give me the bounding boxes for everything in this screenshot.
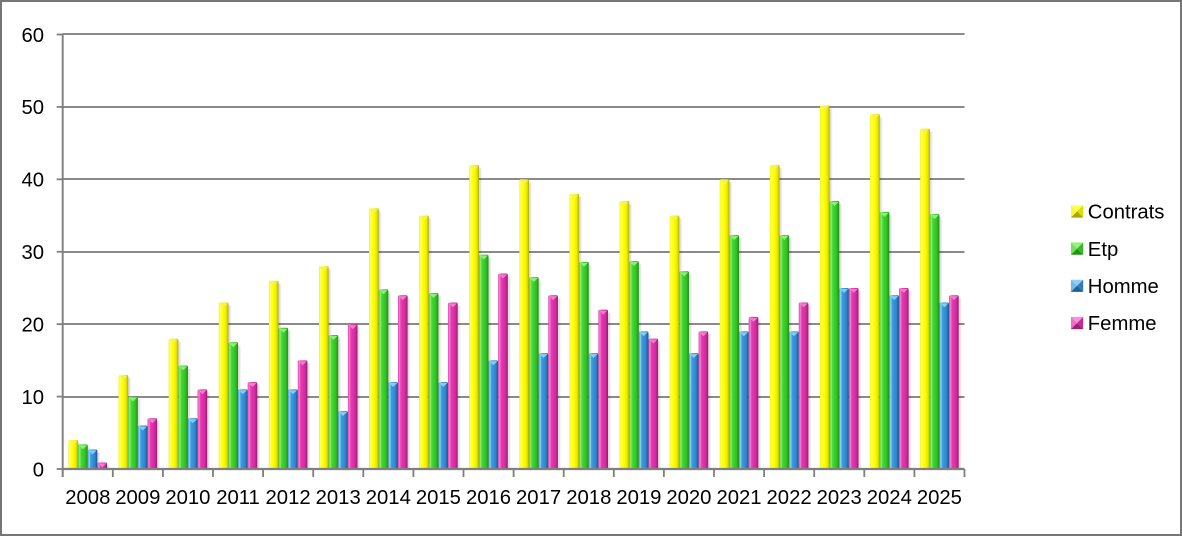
svg-text:40: 40	[21, 170, 44, 192]
svg-text:Contrats: Contrats	[1088, 202, 1165, 224]
svg-text:2022: 2022	[767, 487, 812, 509]
svg-text:2016: 2016	[466, 487, 511, 509]
svg-text:2014: 2014	[366, 487, 411, 509]
svg-text:2019: 2019	[616, 487, 661, 509]
svg-text:60: 60	[21, 25, 44, 47]
svg-text:2023: 2023	[817, 487, 862, 509]
svg-text:Femme: Femme	[1088, 313, 1157, 335]
svg-text:2025: 2025	[917, 487, 962, 509]
svg-text:2010: 2010	[165, 487, 210, 509]
svg-text:2017: 2017	[516, 487, 561, 509]
svg-text:2018: 2018	[566, 487, 611, 509]
svg-text:10: 10	[21, 387, 44, 409]
svg-text:2009: 2009	[115, 487, 160, 509]
svg-text:20: 20	[21, 315, 44, 337]
svg-text:2020: 2020	[666, 487, 711, 509]
svg-text:2024: 2024	[867, 487, 912, 509]
svg-text:2012: 2012	[266, 487, 311, 509]
svg-text:2008: 2008	[65, 487, 110, 509]
svg-text:2013: 2013	[316, 487, 361, 509]
svg-text:2021: 2021	[716, 487, 761, 509]
svg-text:50: 50	[21, 97, 44, 119]
svg-text:0: 0	[33, 459, 44, 481]
svg-text:30: 30	[21, 242, 44, 264]
svg-text:Homme: Homme	[1088, 276, 1159, 298]
svg-text:2011: 2011	[216, 487, 260, 509]
svg-text:Etp: Etp	[1088, 239, 1118, 261]
svg-text:2015: 2015	[416, 487, 461, 509]
